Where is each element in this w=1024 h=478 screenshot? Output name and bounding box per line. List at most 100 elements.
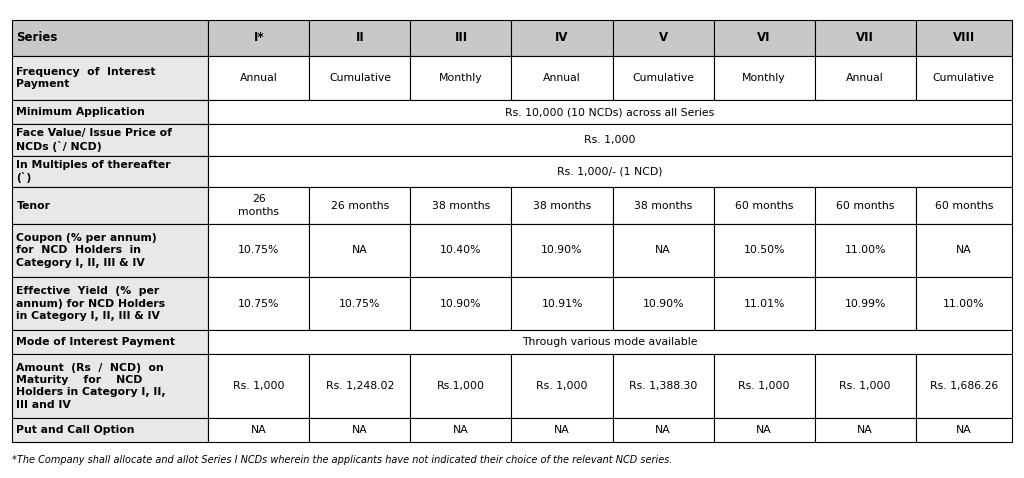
Bar xyxy=(512,55,612,100)
Bar xyxy=(411,277,512,330)
Text: Minimum Application: Minimum Application xyxy=(16,107,145,117)
Text: Rs. 1,000: Rs. 1,000 xyxy=(738,381,790,391)
Bar xyxy=(12,330,208,355)
Bar xyxy=(512,187,612,224)
Bar xyxy=(309,55,411,100)
Bar xyxy=(411,20,512,55)
Text: Rs. 1,388.30: Rs. 1,388.30 xyxy=(629,381,697,391)
Text: NA: NA xyxy=(453,425,469,435)
Text: Cumulative: Cumulative xyxy=(933,73,994,83)
Bar xyxy=(12,20,208,55)
Bar xyxy=(411,418,512,442)
Text: NA: NA xyxy=(554,425,570,435)
Text: In Multiples of thereafter
(`): In Multiples of thereafter (`) xyxy=(16,160,171,184)
Text: Amount  (Rs  /  NCD)  on
Maturity    for    NCD
Holders in Category I, II,
III a: Amount (Rs / NCD) on Maturity for NCD Ho… xyxy=(16,362,166,410)
Bar xyxy=(815,20,915,55)
Text: NA: NA xyxy=(857,425,873,435)
Text: NA: NA xyxy=(757,425,772,435)
Text: NA: NA xyxy=(655,425,671,435)
Bar xyxy=(309,355,411,418)
Bar xyxy=(915,355,1012,418)
Bar xyxy=(12,418,208,442)
Bar xyxy=(915,20,1012,55)
Bar xyxy=(411,187,512,224)
Bar xyxy=(208,277,309,330)
Bar xyxy=(612,55,714,100)
Bar xyxy=(12,55,208,100)
Bar xyxy=(915,224,1012,277)
Text: NA: NA xyxy=(251,425,267,435)
Text: II: II xyxy=(355,32,365,44)
Bar xyxy=(815,277,915,330)
Bar xyxy=(12,187,208,224)
Bar xyxy=(411,55,512,100)
Bar xyxy=(612,355,714,418)
Text: Rs. 1,000: Rs. 1,000 xyxy=(840,381,891,391)
Text: Cumulative: Cumulative xyxy=(329,73,391,83)
Bar xyxy=(815,55,915,100)
Bar xyxy=(612,277,714,330)
Text: 10.50%: 10.50% xyxy=(743,245,784,255)
Text: IV: IV xyxy=(555,32,568,44)
Text: Rs. 1,000: Rs. 1,000 xyxy=(233,381,285,391)
Bar xyxy=(512,355,612,418)
Text: Rs. 10,000 (10 NCDs) across all Series: Rs. 10,000 (10 NCDs) across all Series xyxy=(506,107,715,117)
Text: 10.90%: 10.90% xyxy=(542,245,583,255)
Bar xyxy=(714,418,815,442)
Bar xyxy=(12,100,208,124)
Bar xyxy=(612,418,714,442)
Bar xyxy=(208,418,309,442)
Text: 26 months: 26 months xyxy=(331,201,389,210)
Bar xyxy=(208,20,309,55)
Bar xyxy=(714,20,815,55)
Bar xyxy=(208,330,1012,355)
Text: Tenor: Tenor xyxy=(16,201,50,210)
Text: Monthly: Monthly xyxy=(439,73,482,83)
Bar xyxy=(714,187,815,224)
Text: VIII: VIII xyxy=(952,32,975,44)
Bar xyxy=(411,355,512,418)
Bar xyxy=(714,355,815,418)
Text: 10.75%: 10.75% xyxy=(339,299,381,309)
Text: I*: I* xyxy=(254,32,264,44)
Bar xyxy=(208,124,1012,156)
Text: 10.75%: 10.75% xyxy=(239,245,280,255)
Text: Cumulative: Cumulative xyxy=(632,73,694,83)
Text: Annual: Annual xyxy=(240,73,278,83)
Text: Annual: Annual xyxy=(543,73,581,83)
Text: Series: Series xyxy=(16,32,57,44)
Bar xyxy=(915,187,1012,224)
Bar xyxy=(309,187,411,224)
Bar xyxy=(208,100,1012,124)
Text: Mode of Interest Payment: Mode of Interest Payment xyxy=(16,337,175,348)
Text: NA: NA xyxy=(352,425,368,435)
Bar xyxy=(815,418,915,442)
Text: 38 months: 38 months xyxy=(532,201,591,210)
Bar xyxy=(12,277,208,330)
Bar xyxy=(12,355,208,418)
Text: 10.40%: 10.40% xyxy=(440,245,481,255)
Bar xyxy=(512,277,612,330)
Text: 60 months: 60 months xyxy=(735,201,794,210)
Text: 10.99%: 10.99% xyxy=(845,299,886,309)
Bar xyxy=(208,55,309,100)
Bar xyxy=(208,156,1012,187)
Text: VI: VI xyxy=(758,32,771,44)
Bar xyxy=(208,187,309,224)
Text: Rs.1,000: Rs.1,000 xyxy=(437,381,485,391)
Text: Coupon (% per annum)
for  NCD  Holders  in
Category I, II, III & IV: Coupon (% per annum) for NCD Holders in … xyxy=(16,233,157,268)
Text: 10.90%: 10.90% xyxy=(642,299,684,309)
Text: 11.00%: 11.00% xyxy=(845,245,886,255)
Text: 10.90%: 10.90% xyxy=(440,299,481,309)
Text: NA: NA xyxy=(655,245,671,255)
Bar xyxy=(714,277,815,330)
Bar xyxy=(815,224,915,277)
Bar xyxy=(309,20,411,55)
Bar xyxy=(612,20,714,55)
Text: VII: VII xyxy=(856,32,874,44)
Text: NA: NA xyxy=(955,425,972,435)
Text: Rs. 1,000: Rs. 1,000 xyxy=(585,135,636,145)
Bar xyxy=(309,277,411,330)
Bar xyxy=(815,355,915,418)
Bar xyxy=(815,187,915,224)
